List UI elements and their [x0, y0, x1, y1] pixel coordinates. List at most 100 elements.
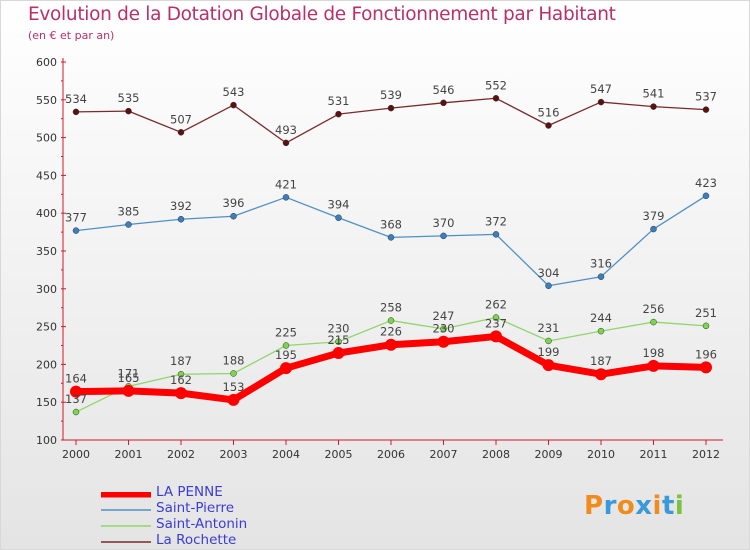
data-point-la-rochette	[492, 95, 500, 102]
data-label-la-penne: 237	[485, 316, 507, 330]
data-point-la-rochette	[230, 101, 237, 109]
legend-label: Saint-Antonin	[156, 516, 248, 532]
x-tick-label: 2004	[272, 448, 300, 461]
data-label-saint-antonin: 171	[118, 366, 140, 380]
data-point-la-penne	[437, 335, 450, 348]
data-point-saint-pierre	[282, 194, 290, 201]
data-label-la-penne: 230	[433, 322, 455, 336]
x-tick-label: 2011	[640, 448, 668, 461]
data-label-saint-pierre: 394	[328, 198, 350, 212]
data-label-saint-pierre: 370	[433, 216, 455, 230]
data-point-saint-pierre	[125, 221, 132, 228]
data-label-la-rochette: 531	[328, 94, 350, 108]
data-label-saint-pierre: 385	[118, 205, 140, 219]
data-point-saint-pierre	[387, 234, 395, 241]
data-label-saint-pierre: 368	[380, 217, 402, 231]
y-tick-label: 600	[36, 56, 57, 69]
data-point-saint-antonin	[545, 337, 552, 345]
data-point-la-rochette	[72, 108, 80, 116]
x-tick-label: 2007	[430, 448, 458, 461]
data-label-saint-antonin: 247	[433, 309, 455, 323]
x-tick-label: 2012	[692, 448, 720, 461]
x-tick-label: 2000	[62, 448, 90, 461]
chart-series	[70, 95, 712, 416]
series-saint-pierre	[72, 192, 710, 290]
y-tick-label: 300	[36, 283, 57, 296]
data-label-la-penne: 165	[118, 371, 140, 385]
data-point-saint-pierre	[177, 215, 185, 223]
data-label-la-penne: 164	[65, 372, 87, 386]
y-tick-label: 100	[36, 434, 57, 447]
data-point-saint-antonin	[72, 408, 80, 416]
data-point-saint-antonin	[650, 318, 657, 326]
y-tick-label: 450	[36, 169, 57, 182]
data-label-la-rochette: 493	[275, 123, 297, 137]
data-label-la-rochette: 507	[170, 112, 192, 126]
data-label-la-penne: 198	[643, 346, 665, 360]
data-point-la-rochette	[597, 98, 605, 106]
data-label-la-rochette: 537	[695, 90, 717, 104]
data-point-la-penne	[700, 361, 712, 374]
data-label-la-penne: 226	[380, 325, 402, 339]
legend-swatch-saint-pierre	[101, 509, 151, 511]
proxiti-logo: Proxiti	[584, 491, 685, 521]
data-label-la-penne: 162	[170, 373, 192, 387]
data-point-saint-pierre	[545, 282, 552, 290]
data-label-saint-pierre: 421	[275, 177, 297, 191]
legend-label: Saint-Pierre	[156, 500, 235, 516]
x-tick-label: 2006	[377, 448, 405, 461]
data-point-la-rochette	[440, 99, 447, 107]
data-label-la-rochette: 539	[380, 88, 402, 102]
data-point-saint-antonin	[492, 314, 500, 321]
legend-label: La Rochette	[156, 532, 237, 548]
data-point-la-rochette	[702, 106, 710, 113]
data-label-saint-pierre: 392	[170, 199, 192, 213]
y-tick-label: 350	[36, 245, 57, 258]
legend-swatch-la-rochette	[101, 541, 151, 543]
data-point-saint-pierre	[597, 273, 605, 280]
data-label-la-rochette: 541	[643, 87, 665, 101]
data-point-la-penne	[122, 384, 135, 397]
data-label-la-penne: 153	[223, 380, 245, 394]
x-tick-label: 2009	[535, 448, 563, 461]
data-label-la-penne: 195	[275, 348, 297, 362]
data-point-la-rochette	[125, 107, 132, 115]
data-point-la-rochette	[335, 110, 342, 118]
legend-label: LA PENNE	[156, 484, 223, 500]
y-tick-label: 200	[36, 358, 57, 371]
series-la-rochette	[72, 95, 710, 147]
data-point-la-rochette	[282, 139, 290, 147]
data-point-la-penne	[280, 362, 292, 375]
data-point-la-penne	[542, 359, 555, 372]
x-tick-label: 2002	[167, 448, 195, 461]
data-label-saint-antonin: 258	[380, 301, 402, 315]
y-tick-label: 150	[36, 396, 57, 409]
data-point-la-rochette	[387, 104, 395, 112]
y-tick-label: 500	[36, 132, 57, 145]
data-label-la-penne: 199	[538, 345, 560, 359]
chart-title: Evolution de la Dotation Globale de Fonc…	[28, 4, 616, 25]
x-tick-label: 2003	[220, 448, 248, 461]
y-tick-label: 550	[36, 94, 57, 107]
data-point-saint-pierre	[702, 192, 710, 200]
data-label-saint-antonin: 251	[695, 306, 717, 320]
data-label-saint-pierre: 377	[65, 211, 87, 225]
chart-axes: 100 150 200 250 300 350 400 450 500 550 600 2000 200…	[36, 56, 723, 461]
data-label-la-penne: 187	[590, 354, 612, 368]
legend-swatch-la-penne	[101, 492, 151, 498]
data-label-saint-antonin: 137	[65, 392, 87, 406]
data-point-saint-antonin	[335, 338, 342, 345]
data-point-la-penne	[227, 393, 240, 406]
data-label-saint-pierre: 396	[223, 196, 245, 210]
data-point-saint-antonin	[702, 322, 710, 330]
x-tick-label: 2008	[482, 448, 510, 461]
data-label-la-rochette: 516	[538, 106, 560, 120]
data-point-la-penne	[647, 359, 660, 372]
data-label-saint-pierre: 304	[538, 266, 560, 280]
data-point-saint-antonin	[177, 370, 185, 378]
data-label-saint-antonin: 225	[275, 326, 297, 340]
data-label-saint-pierre: 372	[485, 214, 507, 228]
data-label-saint-pierre: 316	[590, 257, 612, 271]
